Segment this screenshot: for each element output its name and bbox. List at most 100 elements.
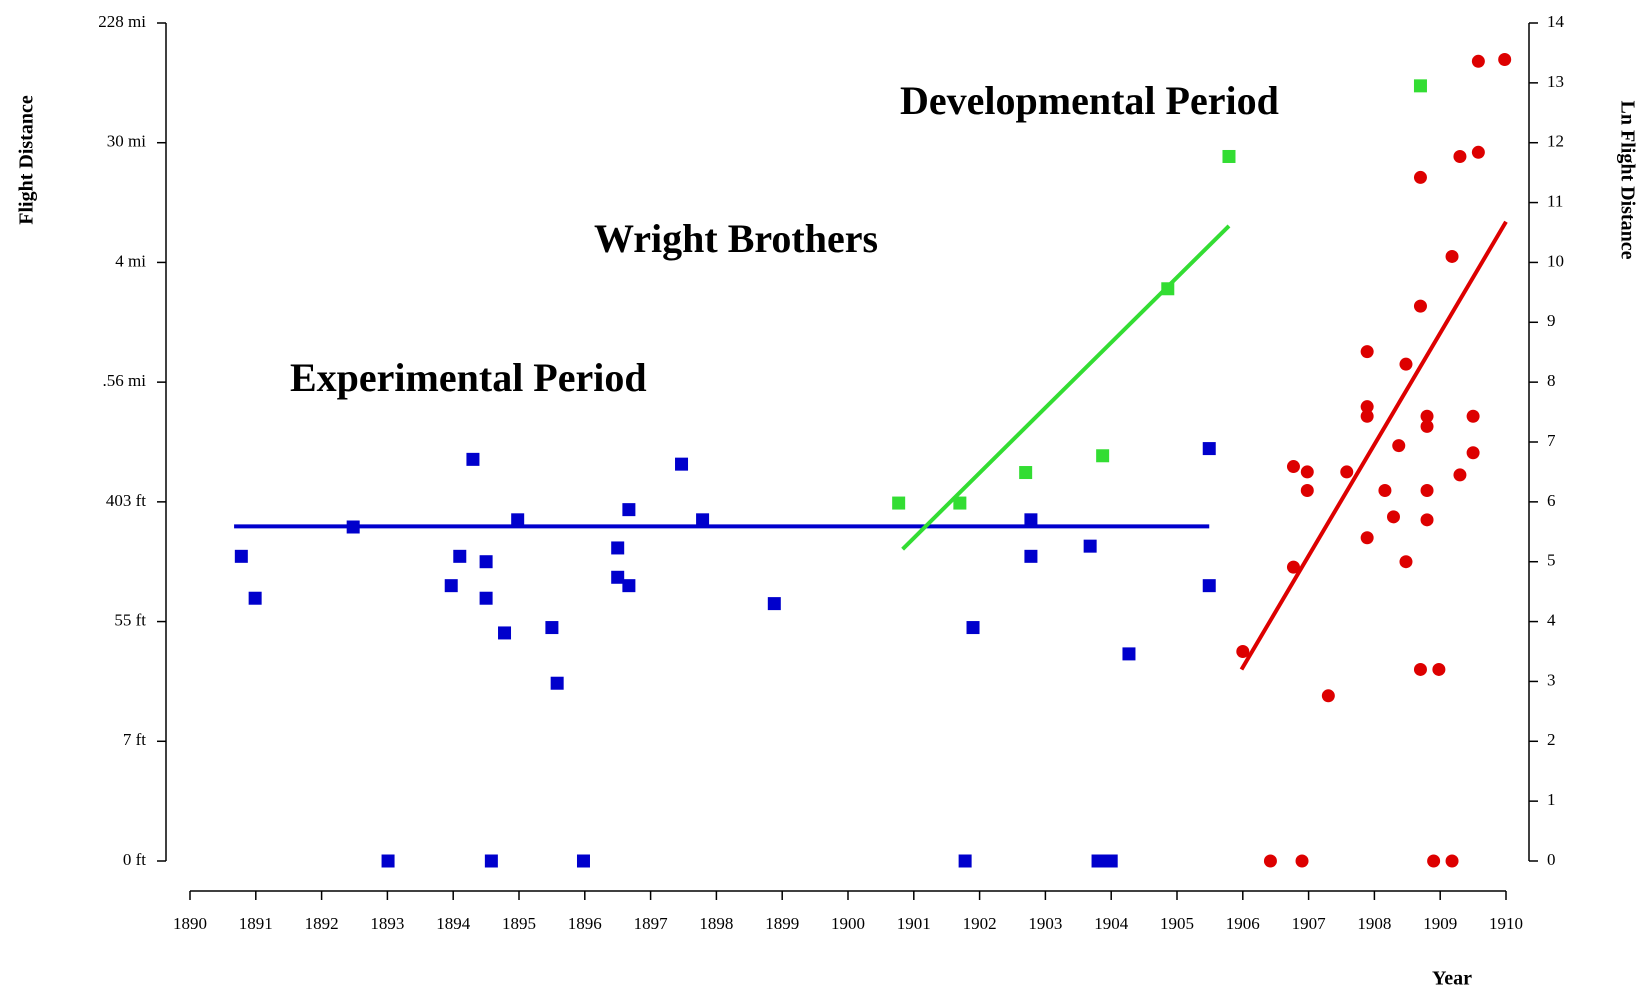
y2-tick-label: 2 [1547,730,1556,749]
y2-tick-label: 10 [1547,251,1564,270]
point [1471,54,1485,68]
point [1024,549,1038,563]
point [1161,282,1175,296]
point [1300,465,1314,479]
y-tick-label: 55 ft [114,610,146,629]
y-tick-label: 4 mi [115,251,146,270]
y-tick-label: 228 mi [98,12,146,31]
x-tick-label: 1893 [370,914,404,933]
point [1024,513,1038,527]
y-tick-label: 30 mi [107,132,146,151]
point [479,555,493,569]
point [1413,170,1427,184]
point [550,676,564,690]
point [1498,53,1512,67]
point [1286,460,1300,474]
point [1263,854,1277,868]
point [1445,854,1459,868]
x-tick-label: 1908 [1357,914,1391,933]
point [1413,299,1427,313]
point [1420,409,1434,423]
x-tick-label: 1895 [502,914,536,933]
y2-tick-label: 4 [1547,610,1556,629]
point [1202,579,1216,593]
point [622,579,636,593]
point [1378,483,1392,497]
point [466,452,480,466]
point [346,520,360,534]
x-axis-label: Year [1432,968,1472,990]
point [381,854,395,868]
y-tick-label: 7 ft [123,730,146,749]
point [1453,149,1467,163]
trend-line [1239,220,1508,671]
point [444,579,458,593]
point [1202,442,1216,456]
point [892,496,906,510]
x-tick-label: 1903 [1028,914,1062,933]
x-tick-label: 1909 [1423,914,1457,933]
point [1222,149,1236,163]
annotation: Experimental Period [290,355,647,400]
x-tick-label: 1899 [765,914,799,933]
point [1360,409,1374,423]
point [1295,854,1309,868]
point [511,513,525,527]
y2-tick-label: 0 [1547,850,1556,869]
y2-tick-label: 14 [1547,12,1565,31]
annotation: Wright Brothers [594,216,878,261]
point [1321,689,1335,703]
point [696,513,710,527]
point [1019,466,1033,480]
point [234,549,248,563]
point [1360,345,1374,359]
y-axis-label: Flight Distance [16,95,38,225]
point [1453,468,1467,482]
point [611,541,625,555]
y2-tick-label: 3 [1547,670,1556,689]
x-tick-label: 1892 [305,914,339,933]
point [1466,409,1480,423]
point [1399,357,1413,371]
point [1360,400,1374,414]
point [576,854,590,868]
point [1122,647,1136,661]
x-tick-label: 1894 [436,914,471,933]
point [622,503,636,517]
point [1413,79,1427,93]
point [1104,854,1118,868]
point [1083,539,1097,553]
y2-tick-label: 12 [1547,132,1564,151]
point [1420,513,1434,527]
point [958,854,972,868]
point [1360,531,1374,545]
x-tick-label: 1896 [568,914,602,933]
point [498,626,512,640]
point [1420,483,1434,497]
point [1096,449,1110,463]
y2-tick-label: 5 [1547,551,1556,570]
x-tick-label: 1891 [239,914,273,933]
y-tick-label: 0 ft [123,850,146,869]
y-tick-label: 403 ft [106,491,146,510]
trend-line [901,224,1231,551]
y2-tick-label: 8 [1547,371,1556,390]
point [1286,560,1300,574]
point [1445,249,1459,263]
point [966,621,980,635]
point [1471,145,1485,159]
point [953,496,967,510]
point [453,549,467,563]
x-tick-label: 1901 [897,914,931,933]
x-tick-label: 1910 [1489,914,1523,933]
x-tick-label: 1906 [1226,914,1260,933]
y2-tick-label: 9 [1547,311,1556,330]
point [1340,465,1354,479]
y2-axis-label: Ln Flight Distance [1616,101,1638,260]
x-tick-label: 1890 [173,914,207,933]
point [479,591,493,605]
y2-tick-label: 7 [1547,431,1556,450]
x-tick-label: 1904 [1094,914,1129,933]
point [1300,483,1314,497]
